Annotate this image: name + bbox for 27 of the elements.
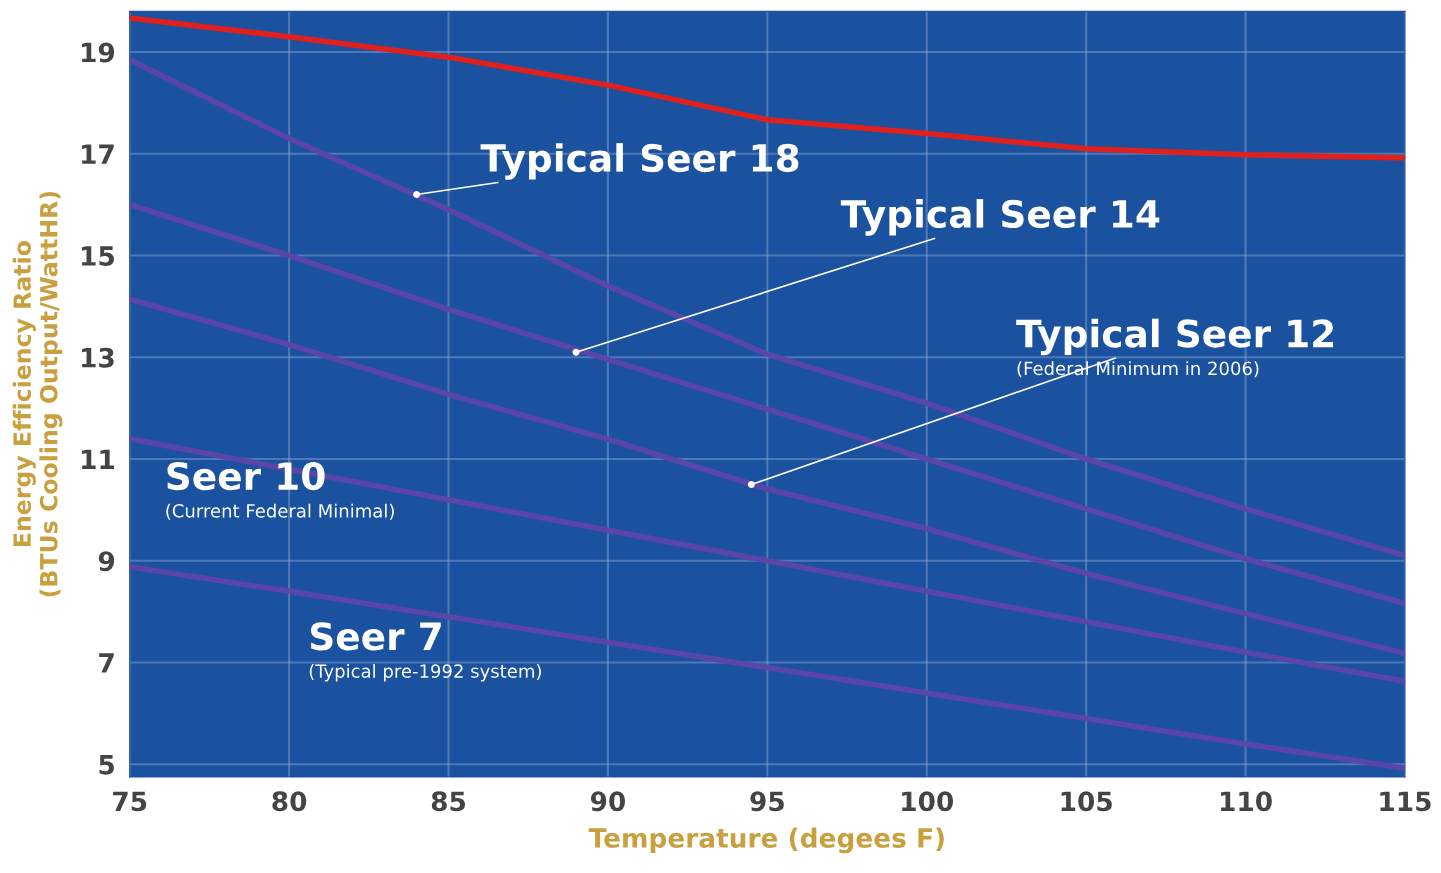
x-tick-label: 100: [902, 791, 954, 812]
y-tick-label: 19: [82, 42, 115, 63]
x-tick-label: 85: [431, 791, 466, 812]
y-tick-label: 9: [98, 551, 115, 572]
x-tick-label: 110: [1221, 791, 1272, 812]
y-tick-label: 5: [99, 755, 114, 775]
annotation: Typical Seer 12: [1016, 318, 1334, 356]
x-tick-label: 105: [1061, 791, 1112, 812]
y-tick-label: 17: [82, 144, 114, 164]
x-tick-label: 115: [1380, 791, 1431, 812]
x-tick-label: 80: [272, 791, 307, 812]
annotation: (Current Federal Minimal): [166, 503, 394, 520]
x-tick-label: 95: [750, 791, 784, 812]
annotation: Typical Seer 18: [480, 143, 799, 180]
x-tick-label: 90: [590, 791, 626, 812]
y-tick-label: 7: [99, 653, 114, 673]
annotation: Seer 7: [310, 622, 441, 651]
annotation: Seer 10: [167, 461, 325, 491]
y-tick-label: 15: [82, 246, 114, 266]
x-axis-title: Temperature (degees F): [588, 827, 944, 854]
annotation: Typical Seer 14: [840, 199, 1160, 236]
y-tick-label: 13: [82, 347, 114, 368]
annotation: (Typical pre-1992 system): [309, 663, 541, 682]
y-axis-title: Energy Efficiency Ratio (BTUs Cooling Output/WattHR): [12, 191, 63, 597]
y-tick-label: 11: [82, 449, 114, 470]
annotation: (Federal Minimum in 2006): [1017, 361, 1259, 378]
x-tick-label: 75: [113, 791, 147, 812]
